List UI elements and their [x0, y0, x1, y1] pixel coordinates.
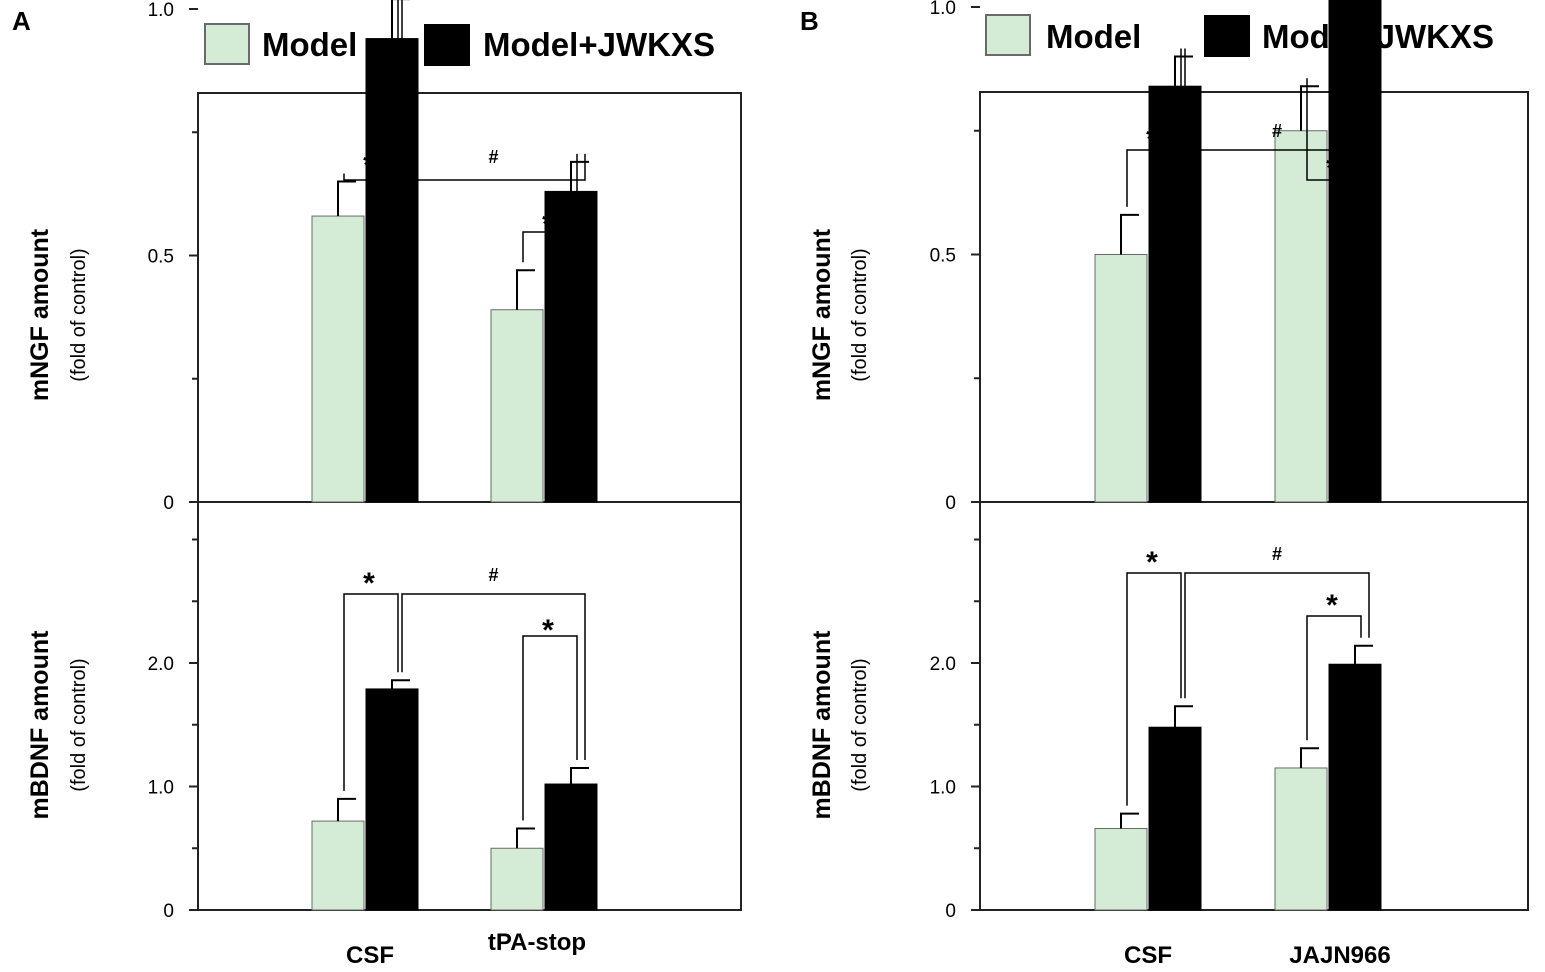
y-tick-label: 2.0 [148, 654, 174, 675]
legend-a-jwkxs-swatch [424, 24, 470, 66]
significance-bracket-hash [1184, 572, 1370, 699]
y-axis-sublabel: (fold of control) [68, 658, 90, 791]
significance-bracket [1126, 48, 1182, 207]
bar-model [490, 847, 544, 911]
significance-star: * [542, 614, 554, 647]
bar-jwkxs [544, 190, 598, 503]
significance-bracket-hash [401, 593, 586, 760]
y-tick-label: 1.0 [930, 778, 956, 799]
legend-a-jwkxs-label: Model+JWKXS [483, 26, 715, 63]
bar-model [1274, 767, 1328, 911]
significance-hash: # [488, 147, 498, 167]
panel-label-a: A [12, 6, 31, 36]
legend-b: Model Model+JWKXS [985, 14, 1494, 57]
y-tick-label: 1.0 [148, 778, 174, 799]
significance-star: * [363, 149, 375, 182]
category-label-a-csf: CSF [346, 942, 394, 969]
y-axis-label: mBDNF amount [808, 630, 836, 820]
legend-a: Model Model+JWKXS [204, 23, 715, 66]
y-tick-label: 1.0 [148, 0, 174, 21]
legend-b-model-swatch [985, 14, 1031, 56]
chart-b-mbdnf: 0 1.0 2.0 mBDNF amount (fold of control) * * # [808, 538, 1382, 922]
bar-jwkxs [365, 688, 419, 911]
bar-jwkxs [1328, 0, 1382, 503]
bar-model [311, 820, 365, 911]
y-axis-sublabel: (fold of control) [849, 248, 871, 381]
y-tick-label: 0.5 [930, 246, 956, 267]
y-tick-label: 0.5 [148, 247, 174, 268]
significance-bracket [522, 153, 578, 263]
bar-jwkxs [1148, 85, 1202, 503]
y-tick-label: 0 [945, 493, 956, 514]
significance-hash: # [1272, 544, 1282, 564]
y-tick-label: 0 [163, 901, 174, 922]
category-label-b-jajn966: JAJN966 [1289, 942, 1390, 969]
y-axis-label: mNGF amount [26, 228, 54, 401]
significance-bracket [1126, 572, 1182, 806]
y-tick-label: 0 [945, 901, 956, 922]
bar-model [1094, 254, 1148, 503]
significance-bracket [343, 593, 399, 791]
y-axis-label: mNGF amount [808, 228, 836, 401]
chart-a-mngf: 0 0.5 1.0 mNGF amount (fold of control) * * # [26, 0, 598, 514]
significance-bracket [1306, 0, 1362, 181]
bar-jwkxs [1148, 726, 1202, 911]
significance-star: * [542, 208, 554, 241]
significance-star: * [363, 567, 375, 600]
significance-bracket [1306, 615, 1362, 741]
significance-bracket-hash [401, 0, 586, 181]
y-axis-sublabel: (fold of control) [68, 248, 90, 381]
legend-b-jwkxs-swatch [1204, 15, 1250, 57]
legend-a-model-swatch [204, 23, 250, 65]
significance-star: * [1326, 589, 1338, 622]
bar-jwkxs [544, 783, 598, 911]
chart-b-mngf: 0 0.5 1.0 mNGF amount (fold of control) * * # [808, 0, 1382, 514]
significance-hash: # [1272, 121, 1282, 141]
category-label-a-tpa-stop: tPA-stop [488, 929, 586, 956]
chart-a-mbdnf: 0 1.0 2.0 mBDNF amount (fold of control) * * # [26, 538, 598, 922]
significance-bracket-hash [1184, 0, 1370, 151]
significance-star: * [1146, 123, 1158, 156]
y-tick-label: 0 [163, 493, 174, 514]
y-tick-label: 2.0 [930, 654, 956, 675]
bar-model [490, 309, 544, 503]
y-axis-label: mBDNF amount [26, 630, 54, 820]
legend-a-model-label: Model [262, 26, 357, 63]
significance-star: * [1146, 546, 1158, 579]
category-label-b-csf: CSF [1124, 942, 1172, 969]
y-tick-label: 1.0 [930, 0, 956, 19]
legend-b-model-label: Model [1046, 18, 1141, 55]
significance-star: * [1326, 152, 1338, 185]
bar-model [311, 215, 365, 503]
y-axis-sublabel: (fold of control) [849, 658, 871, 791]
significance-hash: # [488, 565, 498, 585]
bar-jwkxs [365, 38, 419, 503]
panel-label-b: B [800, 6, 819, 36]
significance-bracket [343, 0, 399, 181]
bar-jwkxs [1328, 663, 1382, 911]
significance-bracket [522, 635, 578, 821]
bar-model [1094, 827, 1148, 911]
bar-model [1274, 130, 1328, 503]
